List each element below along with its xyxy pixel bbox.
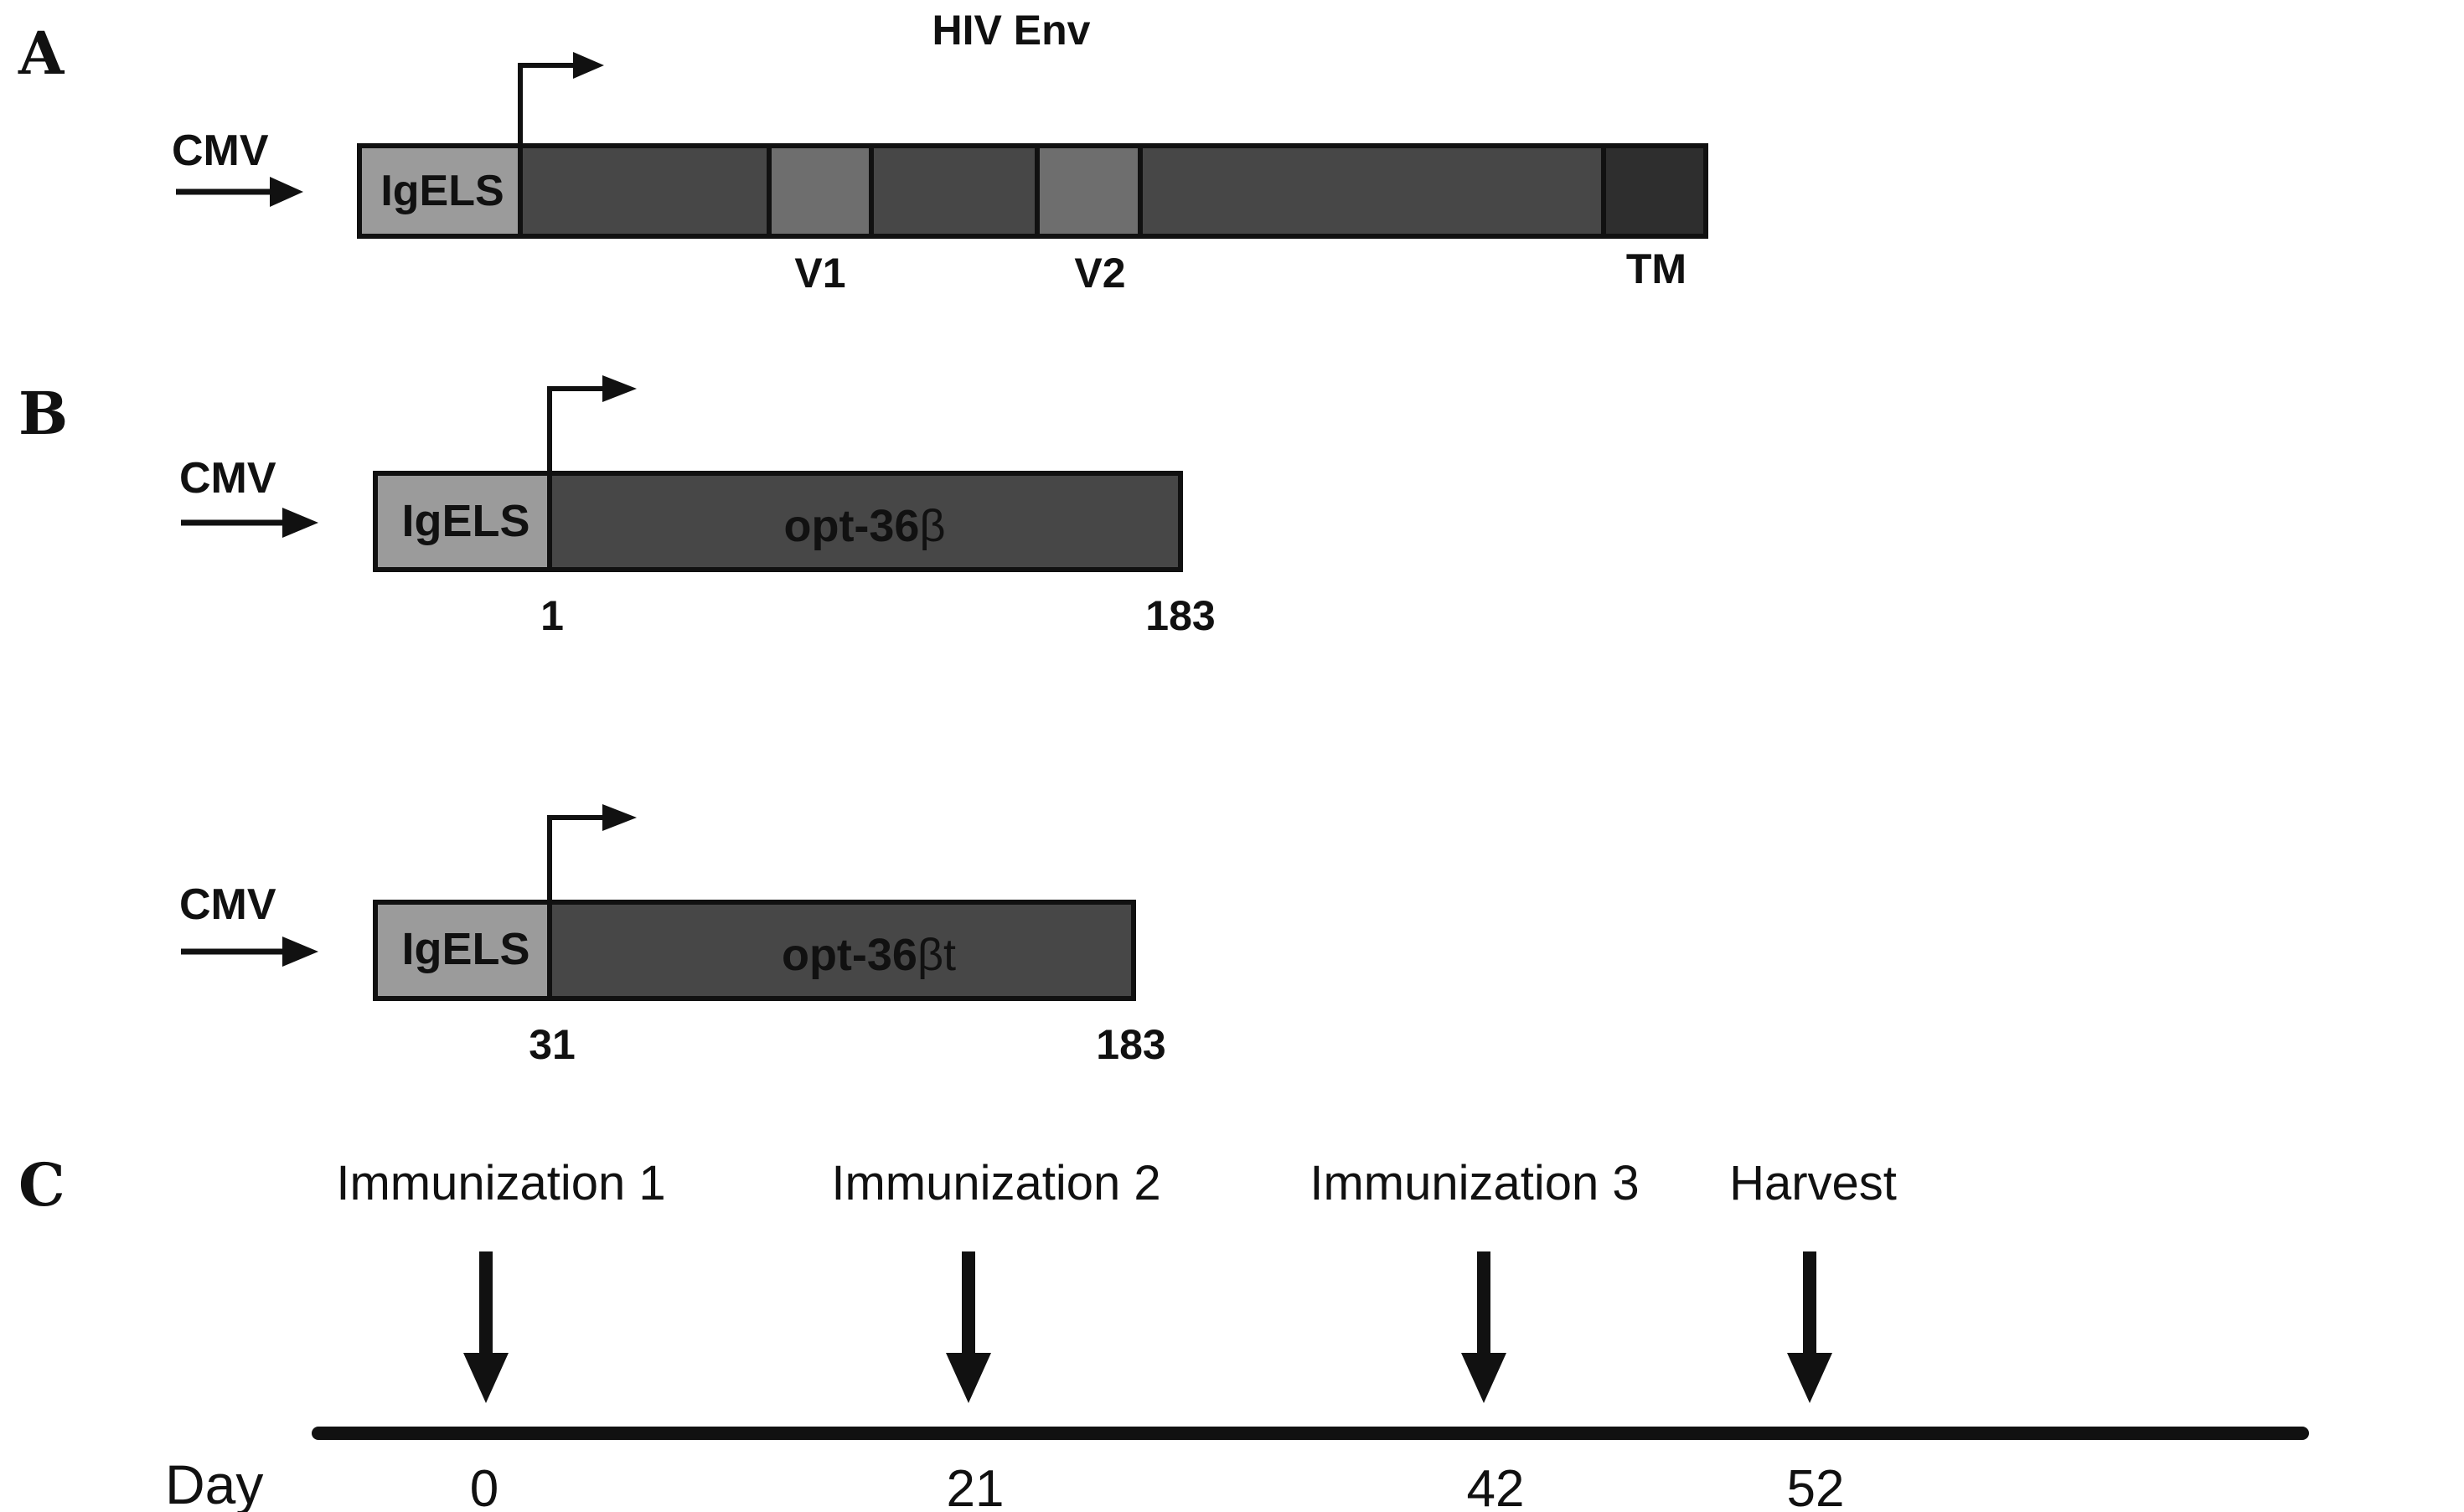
panel-b1-promoter-label: CMV (179, 454, 276, 503)
panel-a-start-arrow (518, 52, 604, 146)
panel-a-promoter-label: CMV (172, 126, 269, 175)
event-label-harvest: Harvest (1729, 1156, 1897, 1210)
day-value-0: 0 (470, 1460, 498, 1512)
panel-a-tm-label: TM (1626, 245, 1687, 292)
panel-a-letter: A (18, 18, 65, 88)
panel-b-letter: B (18, 379, 68, 448)
panel-b1-construct-greek: β (919, 501, 945, 551)
panel-b2-leader-segment (373, 900, 552, 1001)
panel-b2-construct-prefix: opt-36 (782, 930, 917, 980)
panel-a-env-segment-3 (1138, 143, 1606, 239)
panel-a-v1-segment (767, 143, 874, 239)
panel-b1-end-number: 183 (1145, 592, 1215, 639)
panel-b2-promoter-label: CMV (179, 880, 276, 929)
panel-c: C Immunization 1 Immunization 2 Immuniza… (18, 1150, 2309, 1512)
panel-b1-leader-label: IgELS (401, 496, 529, 546)
panel-b2-leader-label: IgELS (401, 924, 529, 974)
panel-b2-construct-greek: βt (917, 930, 956, 980)
panel-b1-construct-prefix: opt-36 (783, 501, 919, 551)
event-arrow-immunization-1 (463, 1251, 509, 1403)
panel-a: A HIV Env CMV IgELS V1 V2 TM (18, 7, 1708, 297)
panel-b1-promoter-arrow (181, 508, 318, 538)
panel-b1-construct-segment (547, 471, 1183, 572)
panel-a-v1-label: V1 (794, 250, 845, 297)
day-value-42: 42 (1467, 1460, 1525, 1512)
panel-b1-start-number: 1 (540, 592, 564, 639)
panel-a-v2-segment (1035, 143, 1143, 239)
panel-b1-construct-label: opt-36β (783, 501, 945, 551)
panel-b2-promoter-arrow (181, 937, 318, 967)
panel-a-tm-segment (1601, 143, 1708, 239)
panel-b2-end-number: 183 (1096, 1021, 1165, 1068)
panel-a-env-segment-1 (518, 143, 772, 239)
event-arrow-immunization-2 (946, 1251, 991, 1403)
panel-b2-construct-segment (547, 900, 1136, 1001)
event-arrow-harvest (1787, 1251, 1832, 1403)
panel-b2-start-number: 31 (529, 1021, 576, 1068)
panel-b-construct-2: CMV IgELS opt-36βt 31 183 (179, 804, 1166, 1068)
timeline-day-label: Day (165, 1453, 263, 1512)
panel-b2-construct-bar (373, 900, 1136, 1001)
panel-b2-construct-label: opt-36βt (782, 930, 956, 980)
panel-b1-start-arrow (547, 375, 637, 473)
day-value-52: 52 (1787, 1460, 1845, 1512)
event-label-immunization-1: Immunization 1 (336, 1156, 665, 1210)
panel-a-promoter-arrow (176, 177, 303, 207)
panel-c-letter: C (18, 1150, 65, 1220)
panel-a-env-segment-2 (869, 143, 1040, 239)
event-arrow-immunization-3 (1461, 1251, 1506, 1403)
panel-b-construct-1: B CMV IgELS opt-36β 1 183 (18, 375, 1216, 639)
panel-a-leader-label: IgELS (380, 167, 504, 215)
panel-b2-start-arrow (547, 804, 637, 902)
event-label-immunization-3: Immunization 3 (1309, 1156, 1639, 1210)
panel-a-v2-label: V2 (1074, 250, 1125, 297)
panel-b1-construct-bar (373, 471, 1183, 572)
panel-a-construct-bar (357, 143, 1708, 239)
panel-a-title: HIV Env (932, 7, 1091, 54)
day-value-21: 21 (947, 1460, 1005, 1512)
event-label-immunization-2: Immunization 2 (831, 1156, 1160, 1210)
